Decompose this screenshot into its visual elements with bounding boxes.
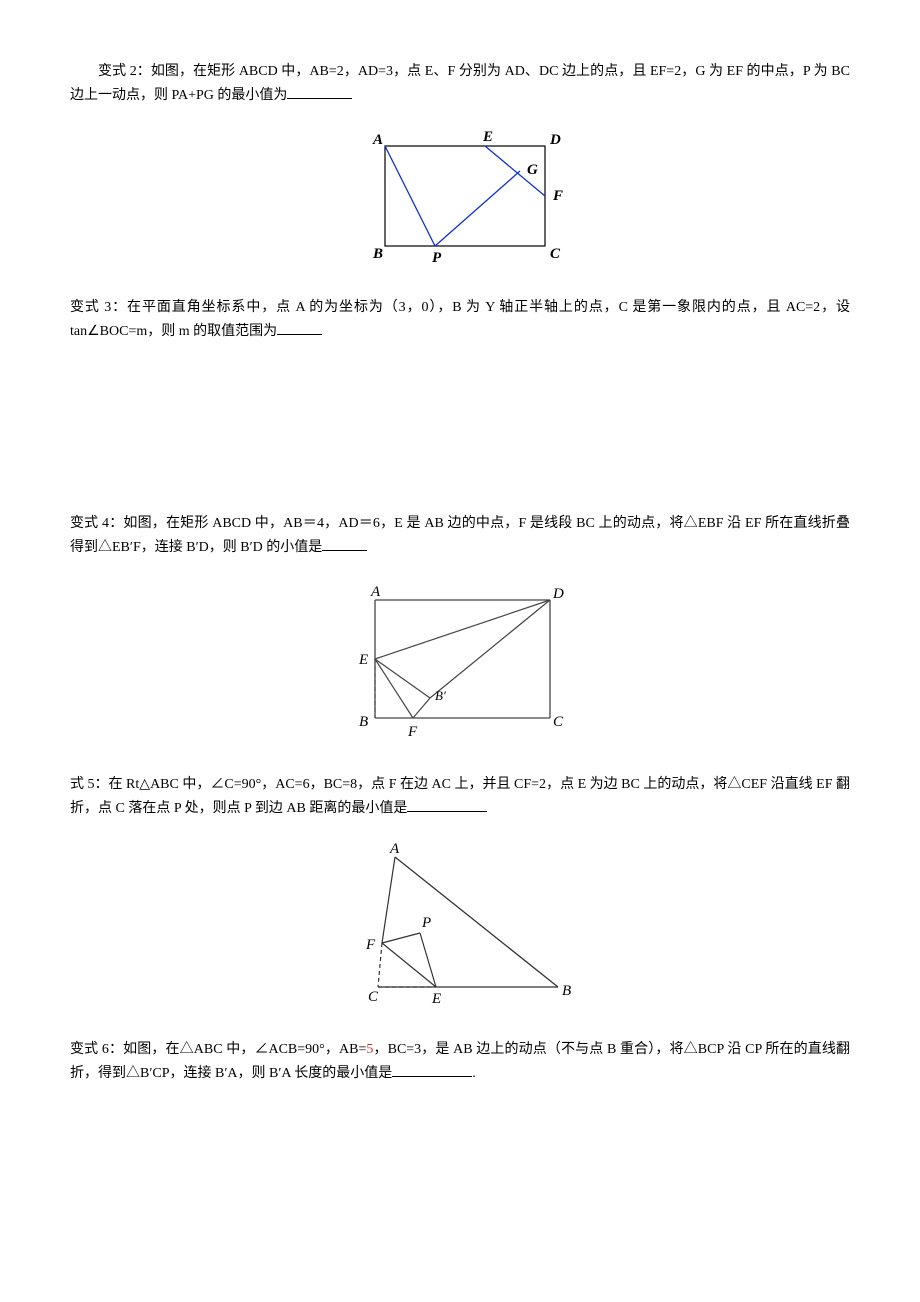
problem-6-text-a: 变式 6：如图，在△ABC 中，∠ACB=90°，AB= — [70, 1042, 366, 1057]
problem-6: 变式 6：如图，在△ABC 中，∠ACB=90°，AB=5，BC=3，是 AB … — [70, 1038, 850, 1086]
svg-text:B: B — [562, 983, 571, 999]
problem-4-blank — [322, 536, 367, 551]
problem-2-blank — [287, 84, 352, 99]
svg-text:B: B — [359, 714, 368, 730]
problem-6-blank — [392, 1062, 472, 1077]
problem-5-figure: A F P C E B — [70, 839, 850, 1016]
svg-text:C: C — [368, 989, 379, 1005]
figure-2-svg: A E D G F B P C — [355, 126, 565, 266]
svg-text:C: C — [550, 246, 561, 262]
problem-5-blank — [407, 797, 487, 812]
problem-3: 变式 3：在平面直角坐标系中，点 A 的为坐标为（3，0），B 为 Y 轴正半轴… — [70, 296, 850, 344]
svg-text:E: E — [358, 652, 368, 668]
svg-text:B: B — [372, 246, 383, 262]
problem-4: 变式 4：如图，在矩形 ABCD 中，AB＝4，AD＝6，E 是 AB 边的中点… — [70, 512, 850, 560]
problem-2-text: 变式 2：如图，在矩形 ABCD 中，AB=2，AD=3，点 E、F 分别为 A… — [70, 64, 850, 103]
gap-after-3 — [70, 362, 850, 512]
svg-text:A: A — [370, 584, 381, 600]
figure-5-svg: A F P C E B — [340, 839, 580, 1007]
svg-text:D: D — [549, 132, 561, 148]
svg-text:D: D — [552, 586, 564, 602]
svg-text:B′: B′ — [435, 688, 446, 703]
problem-6-text-c: . — [472, 1066, 476, 1081]
problem-5: 式 5：在 Rt△ABC 中，∠C=90°，AC=6，BC=8，点 F 在边 A… — [70, 773, 850, 821]
problem-4-figure: A D E B′ B F C — [70, 578, 850, 752]
figure-4-svg: A D E B′ B F C — [345, 578, 575, 743]
svg-text:E: E — [482, 129, 493, 145]
problem-3-blank — [277, 320, 322, 335]
svg-text:E: E — [431, 991, 441, 1007]
svg-text:P: P — [421, 915, 431, 931]
problem-4-text: 变式 4：如图，在矩形 ABCD 中，AB＝4，AD＝6，E 是 AB 边的中点… — [70, 516, 850, 555]
svg-text:F: F — [552, 188, 563, 204]
problem-2: 变式 2：如图，在矩形 ABCD 中，AB=2，AD=3，点 E、F 分别为 A… — [70, 60, 850, 108]
svg-text:A: A — [389, 841, 400, 857]
svg-text:F: F — [365, 937, 376, 953]
svg-text:G: G — [527, 162, 538, 178]
svg-text:A: A — [372, 132, 383, 148]
problem-2-figure: A E D G F B P C — [70, 126, 850, 275]
svg-text:C: C — [553, 714, 564, 730]
svg-text:P: P — [432, 250, 442, 266]
svg-text:F: F — [407, 724, 418, 740]
problem-3-text: 变式 3：在平面直角坐标系中，点 A 的为坐标为（3，0），B 为 Y 轴正半轴… — [70, 300, 850, 339]
